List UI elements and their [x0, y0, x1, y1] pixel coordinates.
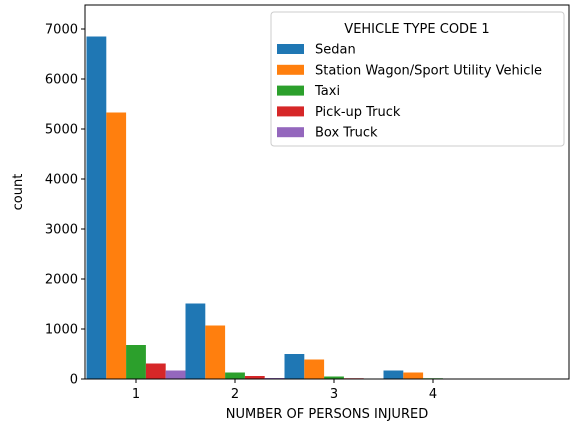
y-tick-label-2000: 2000 — [45, 273, 78, 288]
y-tick-label-3000: 3000 — [45, 223, 78, 238]
x-tick-label-3: 3 — [330, 387, 338, 402]
legend-label-1: Station Wagon/Sport Utility Vehicle — [315, 63, 542, 78]
bars-group — [86, 36, 463, 379]
plot-frame — [84, 4, 570, 380]
legend-frame — [270, 11, 565, 147]
bar-sedan-3 — [284, 354, 305, 379]
bar-taxi-2 — [225, 372, 245, 379]
y-tick-label-7000: 7000 — [45, 23, 78, 38]
bar-station-wagon-sport-utility-vehicle-3 — [304, 359, 325, 379]
y-tick-label-5000: 5000 — [45, 123, 78, 138]
bar-pick-up-truck-1 — [145, 363, 166, 379]
bar-sedan-4 — [383, 370, 404, 379]
legend-label-2: Taxi — [314, 84, 340, 99]
y-axis-label: count — [11, 174, 26, 211]
bar-pick-up-truck-2 — [244, 376, 265, 379]
legend-label-4: Box Truck — [315, 126, 378, 141]
legend-swatch-3 — [277, 106, 304, 117]
legend-swatch-0 — [277, 44, 304, 54]
y-tick-label-6000: 6000 — [45, 73, 78, 88]
bar-sedan-1 — [86, 36, 107, 379]
y-tick-label-1000: 1000 — [45, 323, 78, 338]
y-tick-label-4000: 4000 — [45, 173, 78, 188]
bar-station-wagon-sport-utility-vehicle-4 — [403, 372, 424, 379]
legend-label-0: Sedan — [315, 43, 356, 58]
y-axis: 0 1000 2000 3000 4000 5000 6000 7000 — [45, 23, 85, 388]
x-tick-label-2: 2 — [231, 387, 239, 402]
legend-items: Sedan Station Wagon/Sport Utility Vehicle… — [277, 43, 542, 141]
legend: VEHICLE TYPE CODE 1 Sedan Station Wagon/S… — [270, 11, 565, 147]
x-axis: 1 2 3 4 — [132, 379, 437, 402]
bar-taxi-1 — [126, 345, 146, 379]
legend-title: VEHICLE TYPE CODE 1 — [344, 22, 489, 37]
bar-box-truck-1 — [165, 370, 186, 379]
bar-taxi-3 — [324, 376, 344, 379]
y-tick-label-0: 0 — [70, 373, 78, 388]
x-tick-label-4: 4 — [429, 387, 437, 402]
legend-swatch-1 — [277, 64, 304, 75]
x-tick-label-1: 1 — [132, 387, 140, 402]
legend-swatch-4 — [277, 127, 304, 138]
bar-station-wagon-sport-utility-vehicle-1 — [106, 112, 127, 379]
legend-label-3: Pick-up Truck — [315, 105, 401, 120]
bar-station-wagon-sport-utility-vehicle-2 — [205, 325, 226, 379]
x-axis-label: NUMBER OF PERSONS INJURED — [226, 407, 428, 422]
bar-sedan-2 — [185, 303, 206, 379]
legend-swatch-2 — [277, 85, 304, 96]
